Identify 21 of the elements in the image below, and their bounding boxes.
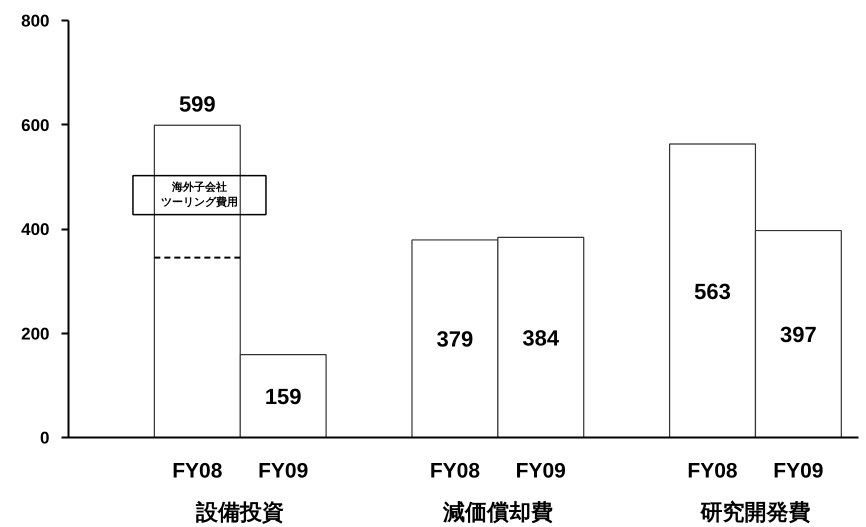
y-tick-label: 0 xyxy=(40,428,50,448)
data-label: 384 xyxy=(522,325,560,350)
text: FY09 xyxy=(773,460,824,482)
x-tick-label: 設備投資 xyxy=(195,500,284,524)
series-label: FY08 xyxy=(172,460,223,482)
data-label: 397 xyxy=(780,322,817,348)
data-label: 563 xyxy=(694,278,731,304)
x-tick-label: 減価償却費 xyxy=(442,500,553,524)
annotation: 海外子会社ツーリング費用 xyxy=(160,180,238,209)
text: FY08 xyxy=(430,460,480,482)
x-tick-label: 研究開発費 xyxy=(699,500,810,524)
data-label: 379 xyxy=(436,326,474,352)
series-label: FY09 xyxy=(258,460,308,482)
y-tick-label: 600 xyxy=(21,116,50,135)
text: FY08 xyxy=(687,460,738,482)
text: FY09 xyxy=(516,460,566,482)
y-tick-label: 400 xyxy=(21,220,50,239)
y-tick-label: 800 xyxy=(21,12,50,30)
y-tick-label: 200 xyxy=(21,324,50,344)
data-label: 159 xyxy=(264,384,302,410)
data-label: 599 xyxy=(178,91,216,116)
